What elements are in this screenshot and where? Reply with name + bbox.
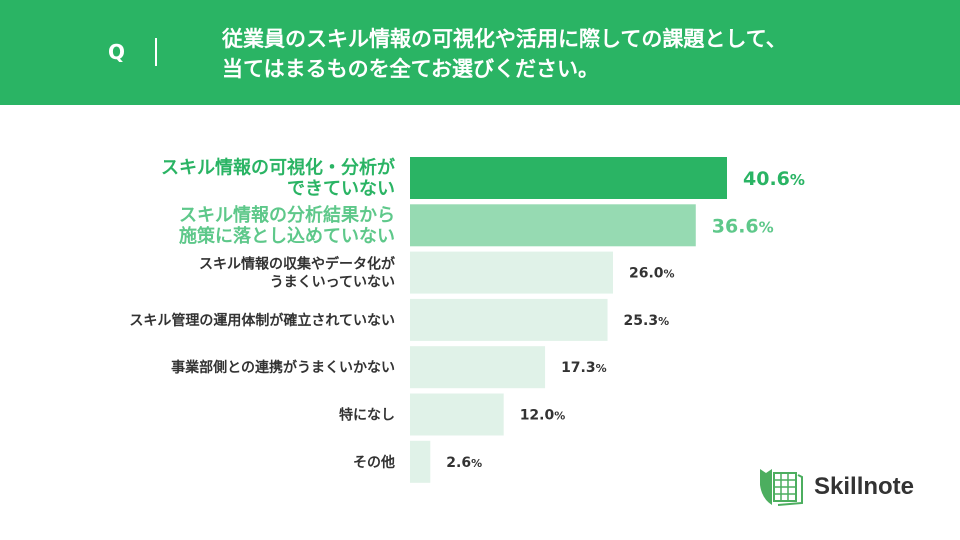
category-label: スキル管理の運用体制が確立されていない — [129, 312, 395, 329]
value-label: 17.3% — [561, 360, 607, 376]
bar — [410, 251, 614, 294]
category-label: 事業部側との連携がうまくいかない — [171, 359, 395, 376]
bar — [410, 298, 608, 341]
question-header: Q 従業員のスキル情報の可視化や活用に際しての課題として、 当てはまるものを全て… — [0, 0, 960, 105]
category-label: 特になし — [339, 407, 395, 424]
category-label: スキル情報の可視化・分析ができていない — [161, 157, 395, 200]
bar — [410, 204, 696, 247]
bar — [410, 440, 431, 483]
value-label: 2.6% — [446, 455, 482, 471]
bar — [410, 346, 546, 389]
q-label: Q — [108, 40, 126, 64]
value-label: 36.6% — [712, 215, 774, 237]
value-label: 26.0% — [629, 266, 675, 282]
value-label: 40.6% — [743, 168, 805, 190]
bar — [410, 393, 504, 436]
skillnote-logo: Skillnote — [758, 465, 914, 509]
category-label: その他 — [353, 454, 395, 471]
category-label: スキル情報の収集やデータ化がうまくいっていない — [199, 256, 396, 291]
value-label: 25.3% — [624, 313, 670, 329]
question-text: 従業員のスキル情報の可視化や活用に際しての課題として、 当てはまるものを全てお選… — [222, 27, 787, 81]
value-label: 12.0% — [520, 408, 566, 424]
owl-logo-icon — [760, 469, 803, 506]
bar — [410, 157, 727, 199]
category-label: スキル情報の分析結果から施策に落とし込めていない — [179, 204, 395, 247]
divider — [155, 38, 157, 66]
